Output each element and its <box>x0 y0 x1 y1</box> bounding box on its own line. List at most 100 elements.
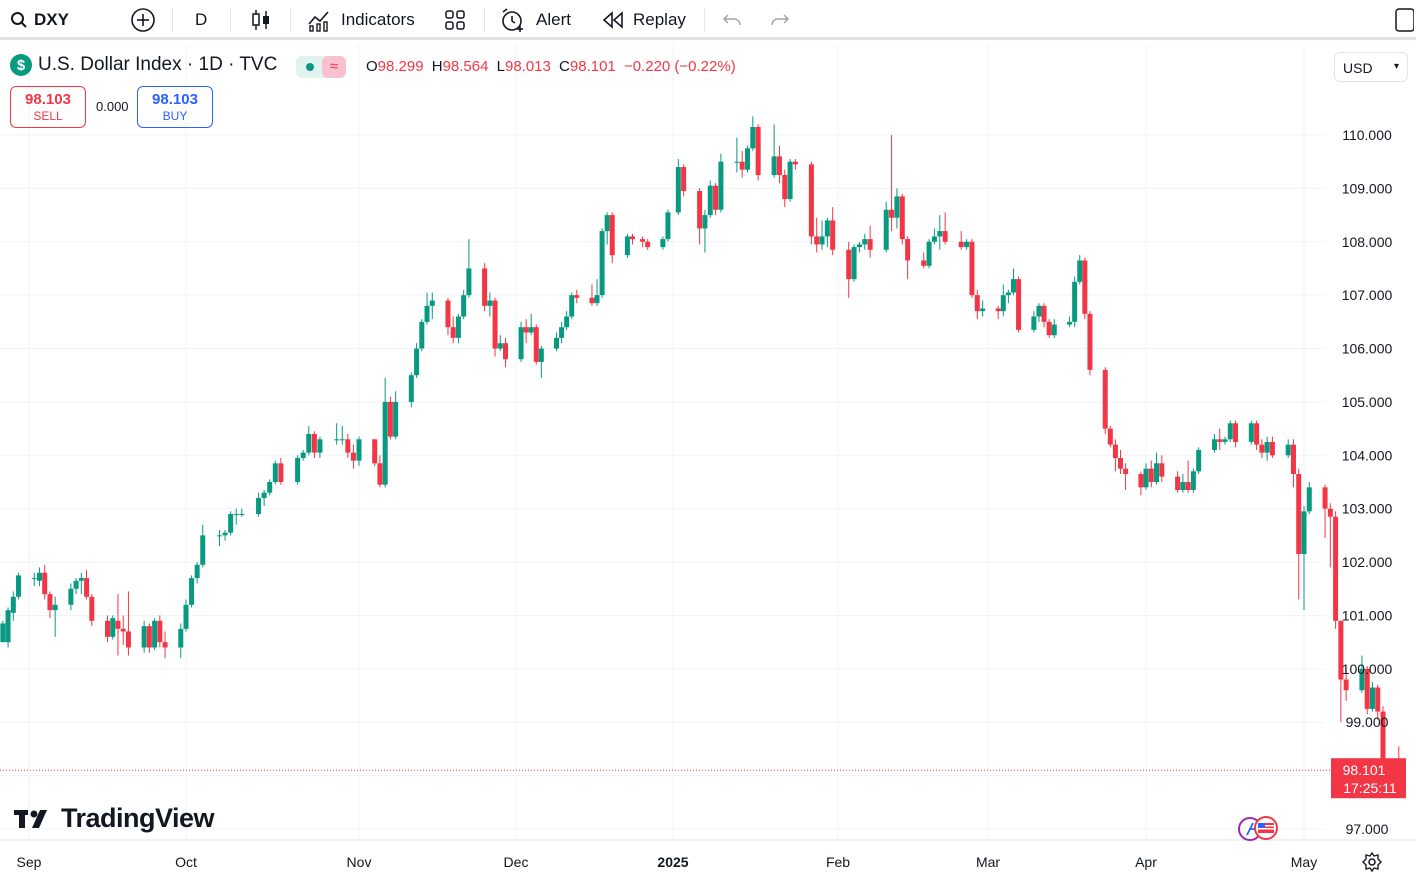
countdown-text: 17:25:11 <box>1343 780 1397 796</box>
redo-button[interactable] <box>770 0 790 40</box>
open-value: 98.299 <box>377 58 424 75</box>
dollar-logo-icon: $ <box>10 54 32 76</box>
market-open-dot <box>306 63 314 71</box>
candle-body <box>518 327 524 360</box>
candle <box>228 511 234 536</box>
candle-body <box>1227 423 1233 440</box>
candle-body <box>814 236 820 245</box>
candle <box>937 215 943 250</box>
candle <box>47 591 53 619</box>
candles <box>0 116 1402 781</box>
candle <box>31 572 37 587</box>
chevron-down-icon: ▾ <box>1393 61 1399 72</box>
candle <box>718 153 724 213</box>
candle <box>1016 276 1022 333</box>
x-tick-label: Oct <box>175 854 197 870</box>
candle <box>964 239 970 250</box>
candle <box>1148 460 1154 488</box>
candle-body <box>146 626 152 648</box>
y-tick-label: 104.000 <box>1342 447 1393 463</box>
interval-button[interactable]: D <box>195 0 207 40</box>
candle-body <box>624 236 630 256</box>
y-tick-label: 107.000 <box>1342 287 1393 303</box>
candle-body <box>523 327 529 333</box>
x-tick-label: 2025 <box>657 854 688 870</box>
events-markers[interactable] <box>1237 815 1281 848</box>
undo-button[interactable] <box>722 0 742 40</box>
tradingview-logo[interactable]: TradingView <box>14 803 215 834</box>
candle <box>503 337 509 368</box>
candle-body <box>921 260 927 266</box>
candle <box>867 225 873 258</box>
candle <box>306 425 312 456</box>
candle <box>851 244 857 282</box>
candle <box>125 591 131 656</box>
candle <box>1102 367 1108 434</box>
candle <box>0 620 6 643</box>
candle-body <box>222 532 228 536</box>
x-tick-label: Apr <box>1135 854 1157 870</box>
alert-button[interactable]: Alert <box>500 0 571 40</box>
candle-body <box>1333 516 1339 621</box>
candle <box>974 289 980 320</box>
candle-body <box>1364 668 1370 709</box>
candle-body <box>152 620 158 648</box>
instrument-title[interactable]: U.S. Dollar Index · 1D · TVC <box>38 54 278 75</box>
settings-gear-button[interactable] <box>1362 851 1382 877</box>
chart-type-button[interactable] <box>250 0 272 40</box>
x-tick-label: Mar <box>976 854 1000 870</box>
candle <box>350 444 356 469</box>
candle-body <box>926 241 932 266</box>
candle-body <box>455 316 461 338</box>
candle-body <box>141 626 147 648</box>
price-chart[interactable]: 97.00098.00099.000100.000101.000102.0001… <box>0 44 1416 886</box>
sell-button[interactable]: 98.103 SELL <box>10 86 86 128</box>
candle <box>261 490 267 507</box>
currency-select[interactable]: USD ▾ <box>1334 52 1408 82</box>
candle-body <box>345 439 351 453</box>
candle <box>377 455 383 488</box>
market-status-toggle[interactable]: ≈ <box>296 56 346 78</box>
candle-body <box>629 236 635 240</box>
toolbar-divider <box>230 8 231 32</box>
candle <box>482 263 488 312</box>
panel-toggle[interactable] <box>1394 0 1414 40</box>
candle <box>110 615 116 640</box>
candle <box>1190 468 1196 493</box>
candle <box>1343 668 1349 701</box>
candle <box>958 231 964 250</box>
candle-body <box>533 327 539 362</box>
candle-body <box>1306 487 1312 512</box>
open-label: O <box>366 58 378 75</box>
candle <box>559 321 565 344</box>
candle <box>382 377 388 488</box>
candle-body <box>675 167 681 213</box>
symbol-search[interactable]: DXY <box>10 0 69 40</box>
candle-body <box>267 482 273 493</box>
change-value: −0.220 (−0.22%) <box>623 58 736 75</box>
candle-body <box>408 375 414 402</box>
candle-body <box>1107 428 1113 445</box>
compare-button[interactable] <box>130 0 156 40</box>
candle-body <box>942 231 948 242</box>
candle-body <box>574 295 580 298</box>
candle-body <box>665 212 671 240</box>
candle <box>787 159 793 202</box>
replay-button[interactable]: Replay <box>602 0 686 40</box>
candle-body <box>339 439 345 441</box>
candle <box>1154 452 1160 485</box>
candle-body <box>239 514 245 516</box>
buy-button[interactable]: 98.103 BUY <box>137 86 213 128</box>
candle-body <box>980 308 986 312</box>
candle <box>1248 420 1254 445</box>
candle <box>1072 276 1078 328</box>
candle <box>345 433 351 458</box>
indicators-button[interactable]: Indicators <box>307 0 415 40</box>
candle-body <box>899 196 905 240</box>
candle-body <box>1222 439 1228 442</box>
candle-body <box>183 604 189 629</box>
candle <box>89 594 95 627</box>
candle-body <box>1375 687 1381 712</box>
candle-body <box>734 161 740 163</box>
layouts-button[interactable] <box>444 0 466 40</box>
